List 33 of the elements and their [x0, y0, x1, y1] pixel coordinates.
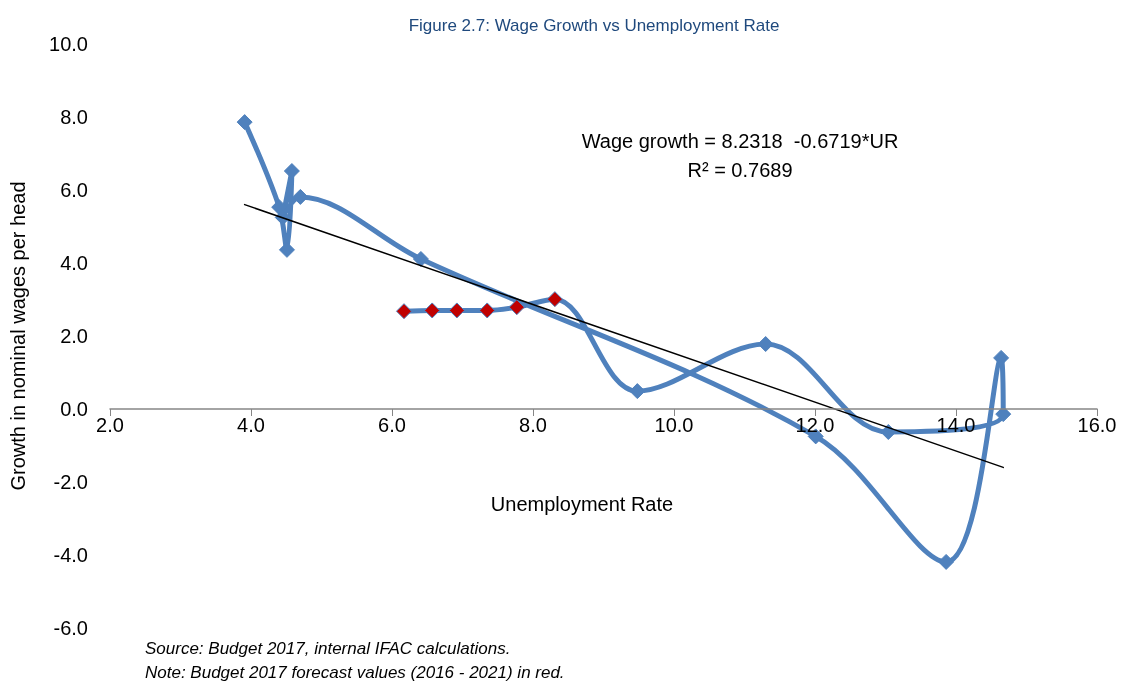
point — [479, 302, 496, 319]
x-axis-title: Unemployment Rate — [490, 493, 674, 515]
y-tick-label: 0.0 — [60, 398, 88, 420]
point — [412, 250, 429, 267]
y-tick-label: -6.0 — [53, 617, 88, 639]
annotation: Wage growth = 8.2318 -0.6719*UR — [581, 130, 899, 152]
source-note: Source: Budget 2017, internal IFAC calculations. — [145, 639, 511, 658]
x-tick-label: 2.0 — [96, 414, 124, 436]
point — [236, 114, 253, 131]
annotation: R² = 0.7689 — [687, 159, 793, 181]
point — [995, 406, 1012, 423]
chart-title: Figure 2.7: Wage Growth vs Unemployment Rate — [408, 16, 780, 35]
y-tick-label: -4.0 — [53, 544, 88, 566]
point — [448, 302, 465, 319]
point — [938, 553, 955, 570]
point — [546, 291, 563, 308]
y-tick-label: 4.0 — [60, 252, 88, 274]
text: Note: Budget 2017 forecast values (2016 - 2021) in red. — [145, 663, 565, 682]
x-tick-label: 8.0 — [519, 414, 547, 436]
x-tick-label: 4.0 — [237, 414, 265, 436]
x-tick-label: 12.0 — [795, 414, 835, 436]
point — [424, 302, 441, 319]
y-tick-label: 10.0 — [49, 33, 88, 55]
x-tick-label: 16.0 — [1077, 414, 1117, 436]
x-tick-label: 6.0 — [378, 414, 406, 436]
y-tick-label: 8.0 — [60, 106, 88, 128]
y-axis-title: Growth in nominal wages per head — [7, 181, 29, 491]
point — [395, 303, 412, 320]
y-tick-label: 6.0 — [60, 179, 88, 201]
y-tick-label: 2.0 — [60, 325, 88, 347]
x-tick-label: 10.0 — [654, 414, 694, 436]
y-tick-label: -2.0 — [53, 471, 88, 493]
point — [508, 299, 525, 316]
